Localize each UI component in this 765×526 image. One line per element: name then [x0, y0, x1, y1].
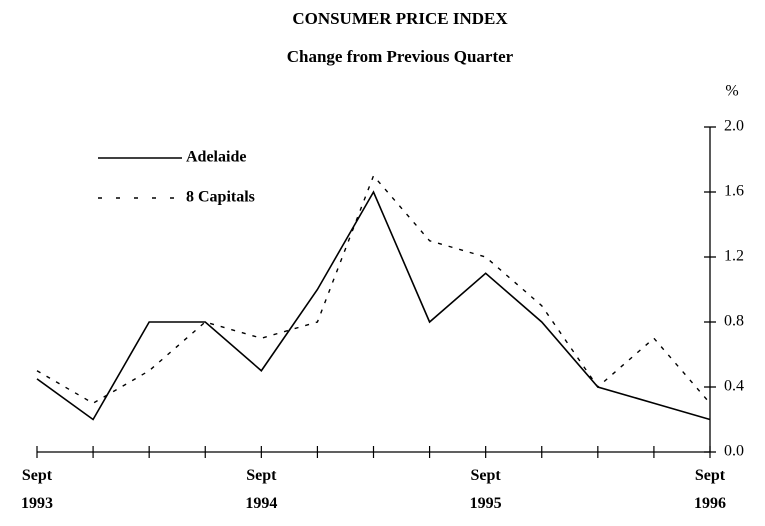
y-tick-label: 0.0 [724, 443, 744, 460]
y-tick-label: 0.4 [724, 378, 744, 395]
y-axis-label: % [725, 83, 738, 100]
x-tick-label: Sept 1993 [21, 467, 53, 512]
chart-title: CONSUMER PRICE INDEX [292, 9, 508, 28]
y-tick-label: 1.2 [724, 248, 744, 265]
y-tick-label: 1.6 [724, 183, 744, 200]
legend-label: 8 Capitals [186, 189, 255, 206]
x-tick-label: Sept 1996 [694, 467, 726, 512]
x-tick-label: Sept 1995 [469, 467, 502, 512]
line-series [36, 190, 711, 421]
y-tick-label: 2.0 [724, 118, 744, 135]
x-tick-label: Sept 1994 [245, 467, 278, 512]
legend-label: Adelaide [186, 149, 246, 166]
line-series [36, 174, 711, 405]
chart-subtitle: Change from Previous Quarter [287, 47, 514, 66]
y-tick-label: 0.8 [724, 313, 744, 330]
